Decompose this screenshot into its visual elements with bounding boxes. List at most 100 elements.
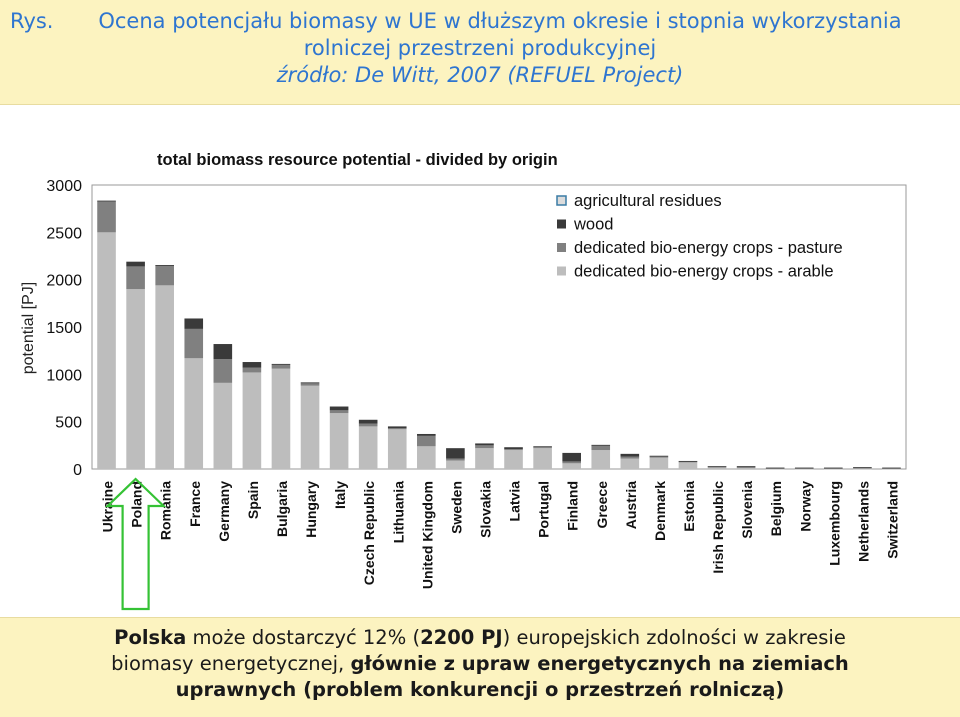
legend-label: dedicated bio-energy crops - arable [574,263,834,281]
x-tick-label: Finland [565,481,581,531]
legend-swatch [557,243,566,252]
x-tick-label: Slovakia [477,481,493,538]
bar-segment [475,443,494,446]
stacked-bar-chart: total biomass resource potential - divid… [20,151,907,611]
x-tick-label: Luxembourg [826,481,842,566]
bar-segment [242,372,262,469]
bar-segment [213,359,233,383]
bar-segment [213,382,233,469]
bar-segment [126,266,145,290]
bar-segment [126,261,145,267]
footer-caption: Polska może dostarczyć 12% (2200 PJ) eur… [0,617,960,717]
bar-segment [853,467,872,468]
figure-title-line-1: Ocena potencjału biomasy w UE w dłuższym… [98,9,902,33]
bar-segment [329,413,349,469]
bar-segment [242,367,262,373]
x-tick-label: Lithuania [390,481,406,543]
bar-segment [562,461,581,464]
bar-segment [678,461,698,463]
bar-segment [533,446,552,448]
bar-segment [155,285,174,469]
bar-segment [562,463,581,469]
bar-segment [620,458,640,469]
y-tick-label: 0 [73,462,82,479]
bar-segment [853,468,872,470]
bar-segment [97,232,116,469]
bar-segment [358,419,378,424]
bar-segment [387,426,407,429]
bar-segment [184,318,204,329]
bar-segment [533,447,552,449]
bar-segment [155,265,174,286]
bar-segment [271,368,291,469]
bar-segment [591,444,611,446]
legend-label: wood [573,216,613,234]
bar-segment [504,450,523,469]
bar-segment [155,264,174,266]
caption-line-2: biomasy energetycznej, głównie z upraw e… [0,651,960,677]
x-tick-label: Norway [797,481,813,532]
bar-segment [794,467,814,469]
x-tick-label: Sweden [448,481,464,534]
caption-text-3: biomasy energetycznej, [111,652,351,675]
x-tick-label: Belgium [768,481,784,536]
legend-swatch [557,266,566,276]
bar-segment [213,344,233,360]
bar-segment [126,289,145,469]
bar-segment [765,468,785,469]
bar-segment [417,433,436,436]
bar-segment [649,457,669,469]
bar-segment [678,460,698,462]
bar-segment [504,449,523,451]
caption-line-1: Polska może dostarczyć 12% (2200 PJ) eur… [0,625,960,651]
highlight-arrow [104,477,167,611]
caption-emphasis-2: uprawnych (problem konkurencji o przestr… [175,678,785,701]
bar-segment [329,406,349,411]
caption-emphasis-1: głównie z upraw energetycznych na ziemia… [350,652,849,675]
y-tick-label: 500 [55,415,82,432]
legend-swatch [556,195,567,206]
figure-title-line-2: rolniczej przestrzeni produkcyjnej [303,36,657,60]
x-tick-label: France [187,481,203,527]
bar-segment [853,467,872,469]
bar-segment [97,201,116,233]
x-tick-label: Irish Republic [710,481,726,574]
bar-segment [562,452,581,462]
bar-segment [300,382,320,384]
caption-line-3: uprawnych (problem konkurencji o przestr… [0,677,960,703]
chart-area: total biomass resource potential - divid… [0,106,960,616]
bar-segment [184,358,204,469]
caption-country: Polska [114,626,187,649]
caption-text-2: ) europejskich zdolności w zakresie [502,626,846,649]
bar-segment [591,445,611,451]
bar-segment [707,466,727,467]
bar-segment [824,468,843,470]
x-tick-label: Greece [594,481,610,529]
plot-frame [91,184,907,470]
x-tick-label: Czech Republic [361,481,377,585]
figure-source: źródło: De Witt, 2007 (REFUEL Project) [276,63,684,87]
legend-swatch [557,219,566,229]
x-tick-label: Romania [158,481,174,540]
bar-segment [649,456,669,458]
bar-segment [620,453,640,457]
x-tick-label: United Kingdom [419,481,435,589]
bar-segment [736,467,756,469]
bar-segment [446,458,465,461]
bar-segment [736,468,756,469]
bar-segment [882,468,901,470]
legend-label: agricultural residues [574,192,722,210]
bar-segment [678,462,698,469]
y-tick-label: 3000 [46,178,82,195]
x-tick-label: Poland [129,481,145,528]
bar-segment [184,328,204,359]
y-tick-label: 1500 [46,320,82,337]
bar-segment [794,468,814,469]
x-tick-label: Switzerland [884,481,900,559]
bar-segment [707,466,727,468]
bar-segment [271,363,291,365]
x-tick-label: Slovenia [739,481,755,539]
bar-segment [358,423,378,427]
caption-value: 2200 PJ [420,626,503,649]
bar-segment [300,385,320,469]
